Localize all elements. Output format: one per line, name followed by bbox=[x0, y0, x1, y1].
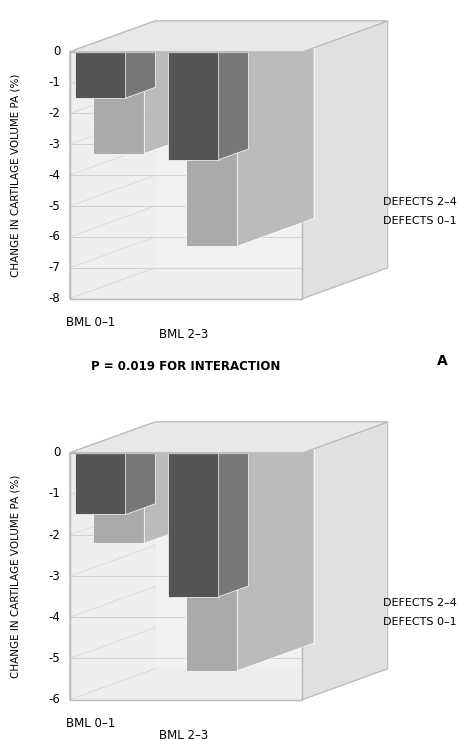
Polygon shape bbox=[126, 442, 156, 514]
Polygon shape bbox=[70, 453, 303, 700]
Polygon shape bbox=[168, 41, 248, 52]
Text: DEFECTS 2–4: DEFECTS 2–4 bbox=[383, 598, 457, 607]
Polygon shape bbox=[237, 425, 314, 671]
Polygon shape bbox=[93, 52, 144, 154]
Polygon shape bbox=[263, 425, 314, 643]
Polygon shape bbox=[170, 24, 221, 126]
Polygon shape bbox=[303, 21, 388, 299]
Polygon shape bbox=[186, 425, 314, 453]
Polygon shape bbox=[70, 422, 388, 453]
Polygon shape bbox=[186, 24, 314, 52]
Text: -2: -2 bbox=[48, 107, 60, 120]
Polygon shape bbox=[144, 24, 221, 154]
Polygon shape bbox=[237, 24, 314, 246]
Text: DEFECTS 0–1: DEFECTS 0–1 bbox=[383, 217, 457, 226]
Polygon shape bbox=[70, 21, 155, 299]
Polygon shape bbox=[93, 24, 221, 52]
Text: -1: -1 bbox=[48, 488, 60, 500]
Text: BML 0–1: BML 0–1 bbox=[66, 717, 115, 729]
Text: BML 0–1: BML 0–1 bbox=[66, 316, 115, 329]
Text: -7: -7 bbox=[48, 261, 60, 274]
Text: DEFECTS 2–4: DEFECTS 2–4 bbox=[383, 197, 457, 207]
Text: -3: -3 bbox=[49, 570, 60, 582]
Text: BML 2–3: BML 2–3 bbox=[159, 729, 208, 739]
Polygon shape bbox=[219, 41, 248, 160]
Text: -4: -4 bbox=[48, 168, 60, 182]
Polygon shape bbox=[75, 52, 126, 98]
Polygon shape bbox=[144, 425, 221, 543]
Text: CHANGE IN CARTILAGE VOLUME PA (%): CHANGE IN CARTILAGE VOLUME PA (%) bbox=[11, 474, 21, 678]
Text: BML 2–3: BML 2–3 bbox=[159, 328, 208, 341]
Text: -6: -6 bbox=[48, 693, 60, 706]
Polygon shape bbox=[75, 41, 156, 52]
Text: CHANGE IN CARTILAGE VOLUME PA (%): CHANGE IN CARTILAGE VOLUME PA (%) bbox=[11, 73, 21, 277]
Polygon shape bbox=[263, 24, 314, 218]
Polygon shape bbox=[75, 442, 156, 453]
Text: -6: -6 bbox=[48, 231, 60, 243]
Polygon shape bbox=[168, 52, 219, 160]
Polygon shape bbox=[93, 453, 144, 543]
Text: P = 0.019 FOR INTERACTION: P = 0.019 FOR INTERACTION bbox=[92, 360, 281, 373]
Text: -2: -2 bbox=[48, 528, 60, 542]
Polygon shape bbox=[186, 453, 237, 671]
Text: A: A bbox=[437, 354, 447, 368]
Polygon shape bbox=[70, 669, 388, 700]
Polygon shape bbox=[75, 453, 126, 514]
Polygon shape bbox=[70, 422, 388, 453]
Text: DEFECTS 0–1: DEFECTS 0–1 bbox=[383, 617, 457, 627]
Polygon shape bbox=[70, 21, 388, 52]
Text: 0: 0 bbox=[53, 45, 60, 58]
Text: -5: -5 bbox=[49, 200, 60, 213]
Polygon shape bbox=[303, 422, 388, 700]
Text: -8: -8 bbox=[49, 292, 60, 305]
Polygon shape bbox=[70, 52, 303, 299]
Polygon shape bbox=[170, 425, 221, 516]
Polygon shape bbox=[70, 21, 388, 52]
Text: 0: 0 bbox=[53, 446, 60, 459]
Text: -1: -1 bbox=[48, 76, 60, 89]
Text: -3: -3 bbox=[49, 138, 60, 151]
Polygon shape bbox=[168, 442, 248, 453]
Polygon shape bbox=[219, 442, 248, 596]
Polygon shape bbox=[186, 52, 237, 246]
Polygon shape bbox=[93, 425, 221, 453]
Polygon shape bbox=[126, 41, 156, 98]
Text: -5: -5 bbox=[49, 652, 60, 665]
Polygon shape bbox=[168, 453, 219, 596]
Polygon shape bbox=[70, 268, 388, 299]
Text: -4: -4 bbox=[48, 611, 60, 624]
Polygon shape bbox=[70, 422, 155, 700]
